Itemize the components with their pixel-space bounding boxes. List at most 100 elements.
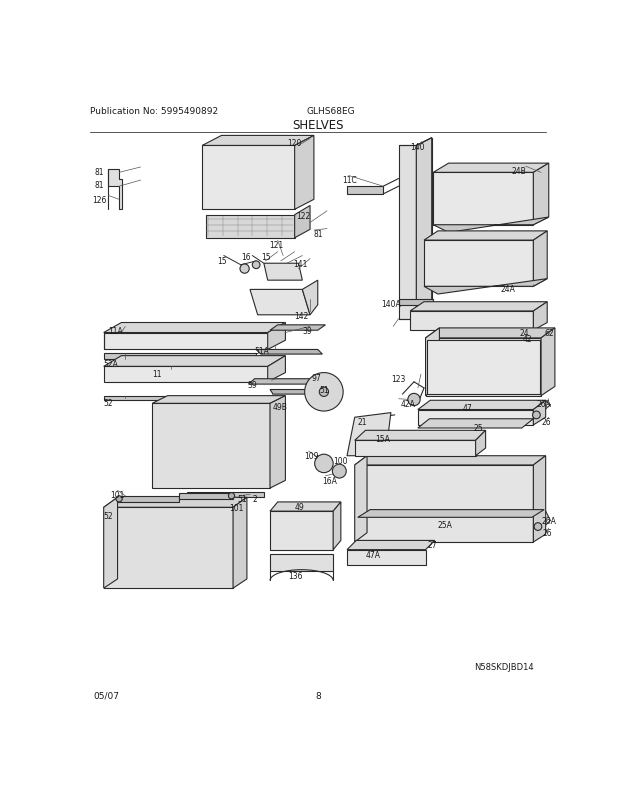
Polygon shape [355, 441, 476, 456]
Polygon shape [294, 136, 314, 210]
Polygon shape [256, 350, 322, 354]
Text: 25A: 25A [438, 520, 453, 530]
Text: 8: 8 [315, 691, 321, 700]
Polygon shape [533, 302, 547, 330]
Polygon shape [425, 329, 555, 338]
Text: 81: 81 [314, 229, 324, 238]
Text: 51A: 51A [255, 346, 270, 355]
Polygon shape [264, 264, 303, 281]
Text: 24A: 24A [501, 285, 516, 294]
Text: 49B: 49B [273, 403, 288, 411]
Circle shape [332, 464, 346, 479]
Circle shape [228, 493, 234, 499]
Polygon shape [206, 216, 294, 238]
Text: 39: 39 [247, 381, 257, 390]
Circle shape [408, 394, 420, 406]
Text: 81: 81 [94, 180, 104, 190]
Text: 26: 26 [542, 529, 552, 537]
Text: 97: 97 [312, 373, 321, 382]
Polygon shape [108, 169, 122, 210]
Polygon shape [433, 218, 549, 233]
Polygon shape [104, 508, 233, 589]
Polygon shape [355, 431, 485, 441]
Polygon shape [418, 410, 533, 425]
Polygon shape [179, 493, 233, 499]
Polygon shape [104, 498, 247, 508]
Polygon shape [347, 541, 435, 550]
Circle shape [533, 411, 540, 419]
Polygon shape [268, 356, 285, 383]
Text: N58SKDJBD14: N58SKDJBD14 [474, 662, 533, 671]
Polygon shape [104, 498, 118, 589]
Polygon shape [268, 323, 285, 350]
Text: 42: 42 [523, 334, 532, 343]
Polygon shape [425, 329, 440, 396]
Polygon shape [333, 502, 341, 550]
Text: 142: 142 [294, 311, 309, 321]
Text: 42A: 42A [401, 399, 416, 408]
Text: 24: 24 [519, 329, 529, 338]
Text: 101: 101 [229, 504, 244, 512]
Polygon shape [533, 456, 546, 542]
Text: 47A: 47A [366, 550, 381, 559]
Polygon shape [118, 496, 179, 502]
Text: 136: 136 [288, 572, 303, 581]
Text: 15A: 15A [376, 435, 391, 444]
Circle shape [240, 265, 249, 274]
Polygon shape [410, 302, 547, 311]
Polygon shape [270, 390, 329, 395]
Polygon shape [533, 232, 547, 287]
Polygon shape [104, 356, 285, 367]
Polygon shape [399, 146, 416, 319]
Text: 81: 81 [94, 168, 104, 176]
Circle shape [319, 387, 329, 397]
Text: 15: 15 [262, 253, 271, 261]
Text: Publication No: 5995490892: Publication No: 5995490892 [90, 107, 218, 116]
Polygon shape [104, 367, 268, 383]
Text: 126: 126 [92, 196, 107, 205]
Text: 140A: 140A [382, 300, 401, 309]
Text: GLHS68EG: GLHS68EG [306, 107, 355, 116]
Text: 49: 49 [294, 502, 304, 512]
Polygon shape [104, 396, 245, 401]
Text: 2: 2 [252, 495, 257, 504]
Polygon shape [424, 241, 533, 287]
Circle shape [315, 455, 333, 473]
Text: 26: 26 [541, 418, 551, 427]
Polygon shape [202, 146, 294, 210]
Polygon shape [433, 164, 549, 173]
Polygon shape [355, 456, 367, 542]
Text: 11C: 11C [342, 176, 357, 185]
Text: 11: 11 [152, 370, 162, 379]
Polygon shape [424, 279, 547, 294]
Text: 120: 120 [287, 140, 301, 148]
Polygon shape [202, 136, 314, 146]
Text: 51: 51 [237, 495, 247, 504]
Polygon shape [187, 492, 264, 498]
Text: 121: 121 [269, 241, 283, 249]
Polygon shape [270, 502, 341, 512]
Text: 101: 101 [110, 491, 124, 500]
Text: 39: 39 [303, 327, 312, 336]
Text: 51: 51 [319, 386, 329, 395]
Text: 123: 123 [392, 375, 406, 383]
Text: 52: 52 [104, 399, 113, 407]
Text: 122: 122 [296, 212, 311, 221]
Circle shape [534, 523, 542, 531]
Polygon shape [416, 139, 432, 319]
Polygon shape [347, 187, 383, 195]
Polygon shape [303, 281, 317, 315]
Text: 52A: 52A [104, 359, 118, 368]
Text: 15: 15 [218, 256, 228, 265]
Text: 27: 27 [427, 541, 436, 549]
Circle shape [252, 261, 260, 269]
Polygon shape [347, 550, 425, 565]
Text: 16: 16 [241, 253, 250, 261]
Text: 52: 52 [104, 512, 113, 520]
Text: 11A: 11A [108, 327, 123, 336]
Polygon shape [152, 396, 285, 404]
Polygon shape [355, 456, 546, 465]
Polygon shape [541, 329, 555, 396]
Polygon shape [358, 510, 544, 517]
Polygon shape [418, 419, 533, 428]
